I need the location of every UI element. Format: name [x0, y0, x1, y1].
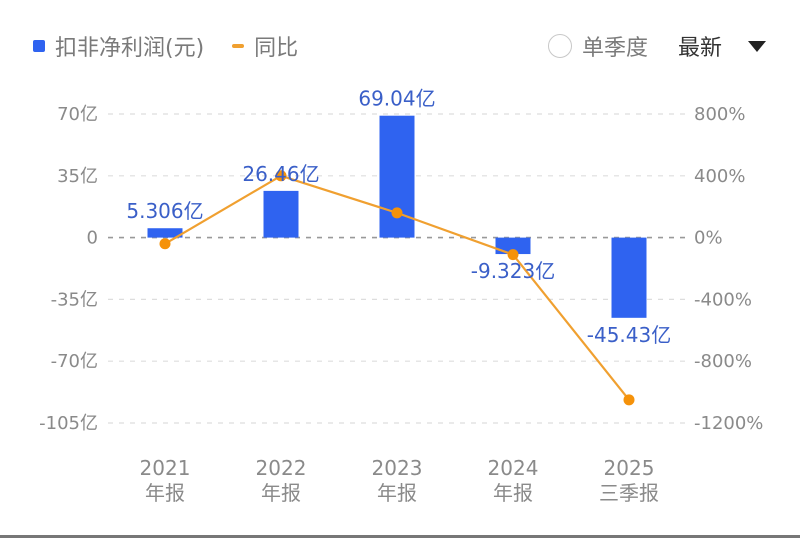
y-axis-right-tick: 0%: [694, 228, 723, 249]
x-axis-year-label: 2024: [488, 456, 539, 480]
y-axis-left-tick: 70亿: [57, 104, 98, 125]
y-axis-left-tick: -105亿: [39, 413, 98, 434]
legend-bar-label[interactable]: 扣非净利润(元): [55, 36, 205, 61]
line-series-swatch: [232, 44, 245, 48]
x-axis-year-label: 2021: [140, 456, 191, 480]
yoy-point: [623, 394, 635, 406]
y-axis-right-tick: -1200%: [694, 413, 763, 434]
bar: [147, 228, 183, 238]
x-axis-period-label: 年报: [145, 481, 185, 505]
legend-line-label[interactable]: 同比: [254, 36, 299, 61]
period-dropdown-label[interactable]: 最新: [677, 36, 722, 61]
y-axis-right-tick: 400%: [694, 166, 745, 187]
bar: [379, 115, 415, 238]
yoy-point: [391, 207, 403, 219]
bar-value-label: 69.04亿: [358, 87, 435, 111]
x-axis-year-label: 2022: [256, 456, 307, 480]
y-axis-left-tick: -35亿: [51, 289, 98, 310]
chart-legend: 扣非净利润(元) 同比: [33, 30, 298, 62]
chart-controls: 单季度 最新: [547, 30, 766, 62]
yoy-point: [507, 249, 519, 261]
dropdown-caret-icon[interactable]: [748, 40, 766, 52]
bar-value-label: 26.46亿: [242, 162, 319, 186]
y-axis-right-tick: -400%: [694, 289, 752, 310]
bar-value-label: -9.323亿: [471, 259, 555, 283]
y-axis-left-tick: 35亿: [57, 166, 98, 187]
x-axis-year-label: 2025: [604, 456, 655, 480]
bar: [611, 237, 647, 318]
bar: [495, 237, 531, 255]
yoy-point: [275, 170, 287, 182]
y-axis-right-tick: 800%: [694, 104, 745, 125]
x-axis-year-label: 2023: [372, 456, 423, 480]
y-axis-right-tick: -800%: [694, 351, 752, 372]
x-axis-period-label: 年报: [493, 481, 533, 505]
bar: [263, 190, 299, 238]
y-axis-left-tick: -70亿: [51, 351, 98, 372]
bar-value-label: -45.43亿: [587, 323, 671, 347]
yoy-point: [159, 238, 171, 250]
bottom-edge: [0, 535, 800, 538]
x-axis-period-label: 年报: [377, 481, 417, 505]
bar-value-label: 5.306亿: [126, 199, 203, 223]
x-axis-period-label: 三季报: [599, 481, 659, 505]
single-quarter-radio[interactable]: [547, 34, 572, 58]
y-axis-left-tick: 0: [87, 228, 98, 249]
x-axis-period-label: 年报: [261, 481, 301, 505]
single-quarter-label[interactable]: 单季度: [581, 36, 648, 61]
bar-series-swatch: [33, 40, 45, 52]
